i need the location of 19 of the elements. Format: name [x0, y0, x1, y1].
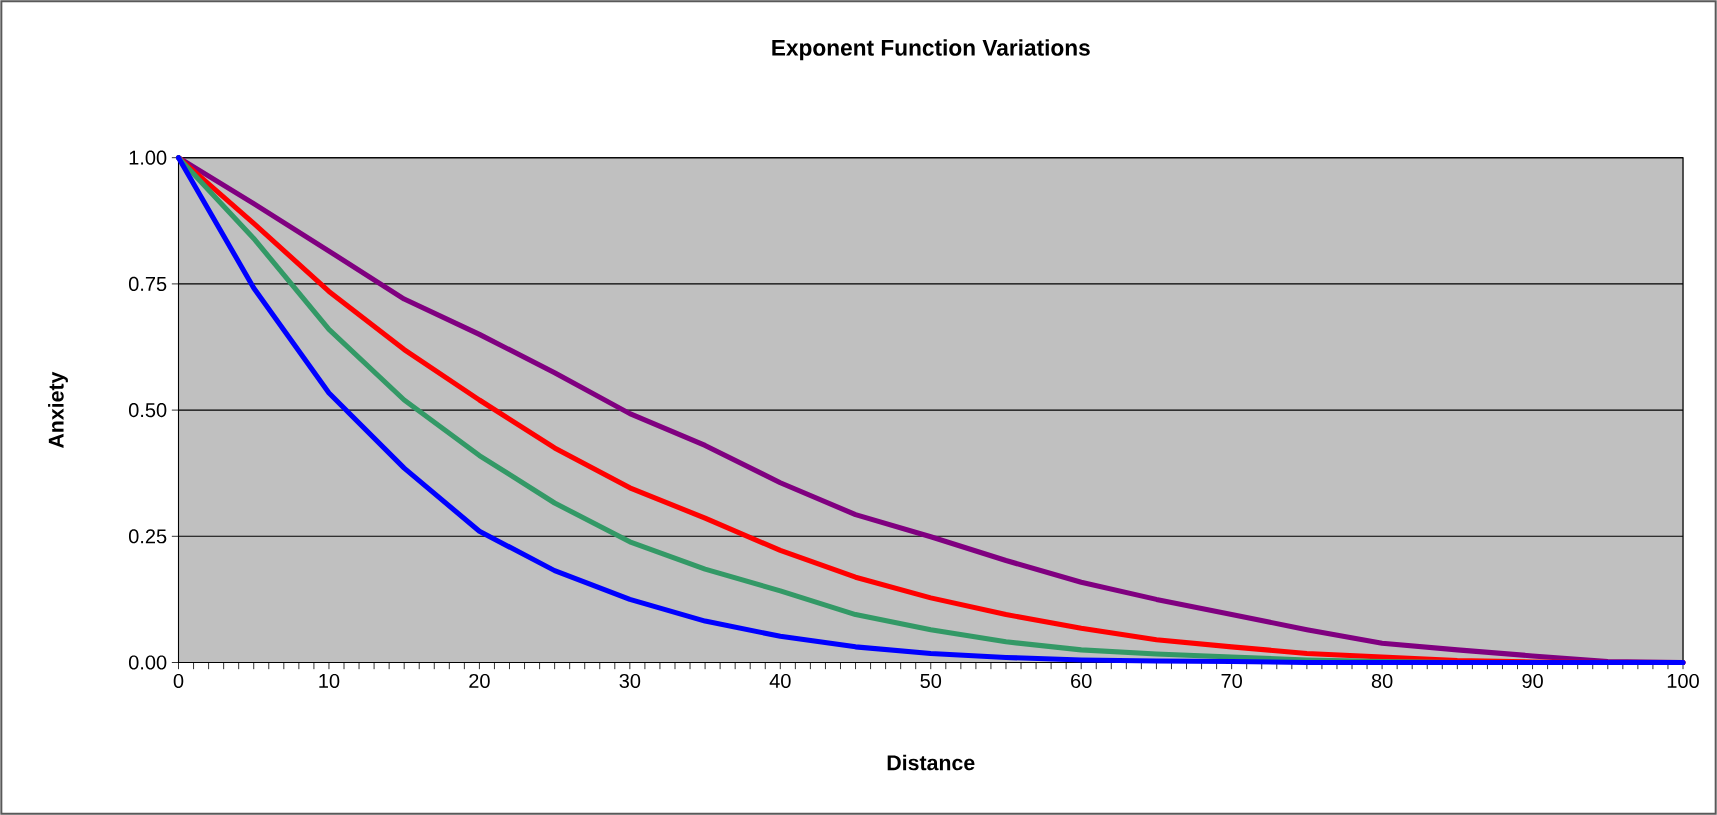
- x-tick-label: 90: [1522, 673, 1543, 689]
- x-tick-label: 0: [173, 673, 184, 689]
- y-tick-label: 0.50: [128, 403, 167, 418]
- y-tick-label: 0.75: [128, 276, 167, 291]
- y-tick-label: 0.00: [128, 655, 167, 670]
- x-tick-label: 70: [1221, 673, 1242, 689]
- x-tick-label: 100: [1667, 673, 1699, 689]
- x-tick-label: 30: [619, 673, 641, 689]
- y-tick-label: 0.25: [128, 529, 167, 544]
- x-tick-label: 50: [920, 673, 942, 689]
- x-tick-label: 10: [319, 673, 340, 689]
- y-axis-title: Anxiety: [48, 371, 68, 449]
- x-tick-label: 20: [469, 673, 490, 689]
- y-tick-label: 1.00: [129, 150, 167, 165]
- x-tick-label: 80: [1371, 673, 1393, 689]
- x-tick-label: 40: [769, 673, 791, 689]
- x-axis-title: Distance: [887, 754, 975, 771]
- x-tick-label: 60: [1071, 673, 1092, 689]
- chart-title: Exponent Function Variations: [772, 39, 1090, 61]
